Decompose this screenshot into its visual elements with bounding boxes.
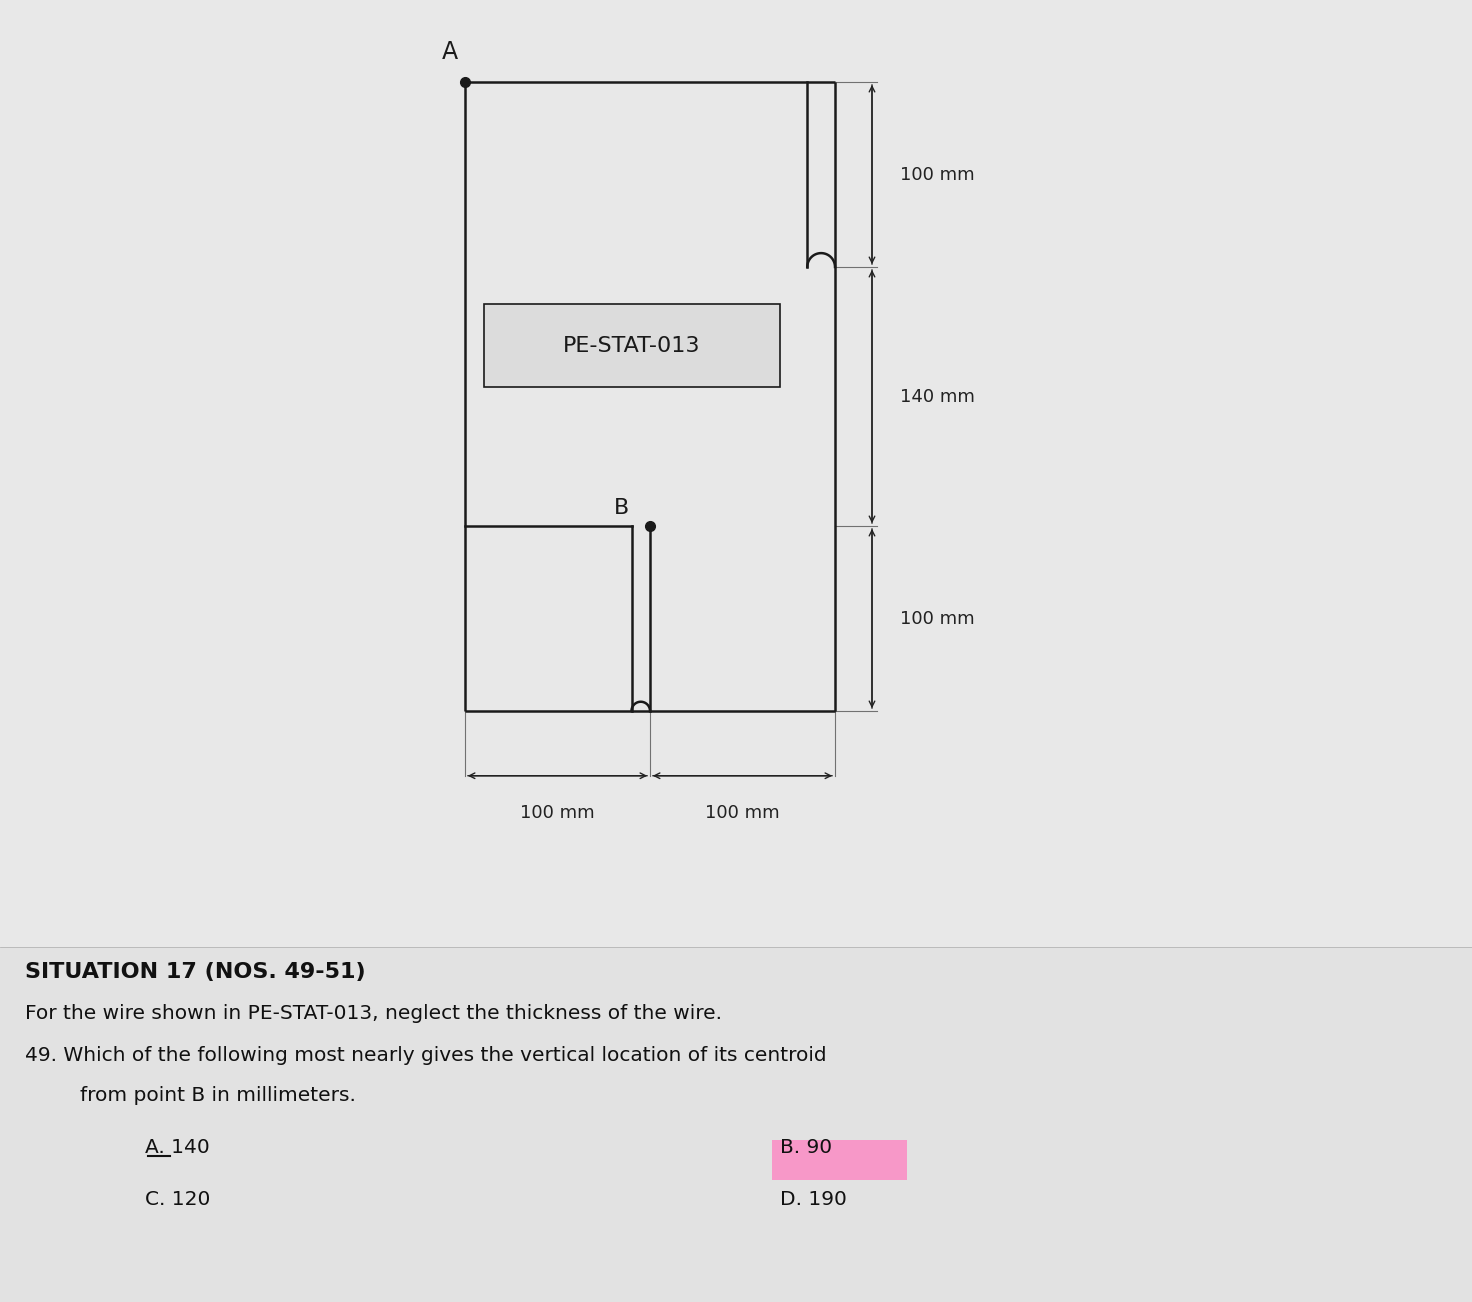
Text: D. 190: D. 190 [780,1190,846,1210]
Bar [483,303,780,387]
Text: B: B [614,497,630,518]
Text: from point B in millimeters.: from point B in millimeters. [79,1086,356,1105]
Text: A: A [442,40,458,64]
Text: 100 mm: 100 mm [899,165,974,184]
Bar [771,1141,907,1180]
Text: 100 mm: 100 mm [705,803,780,822]
Text: C. 120: C. 120 [146,1190,210,1210]
Text: B. 90: B. 90 [780,1138,832,1157]
Bar [0,947,1472,1302]
Text: 140 mm: 140 mm [899,388,974,405]
Text: For the wire shown in PE-STAT-013, neglect the thickness of the wire.: For the wire shown in PE-STAT-013, negle… [25,1004,721,1023]
Text: 100 mm: 100 mm [899,609,974,628]
Text: PE-STAT-013: PE-STAT-013 [562,336,701,355]
Text: A. 140: A. 140 [146,1138,209,1157]
Text: SITUATION 17 (NOS. 49-51): SITUATION 17 (NOS. 49-51) [25,962,365,982]
Text: 49. Which of the following most nearly gives the vertical location of its centro: 49. Which of the following most nearly g… [25,1046,827,1065]
Text: 100 mm: 100 mm [520,803,595,822]
